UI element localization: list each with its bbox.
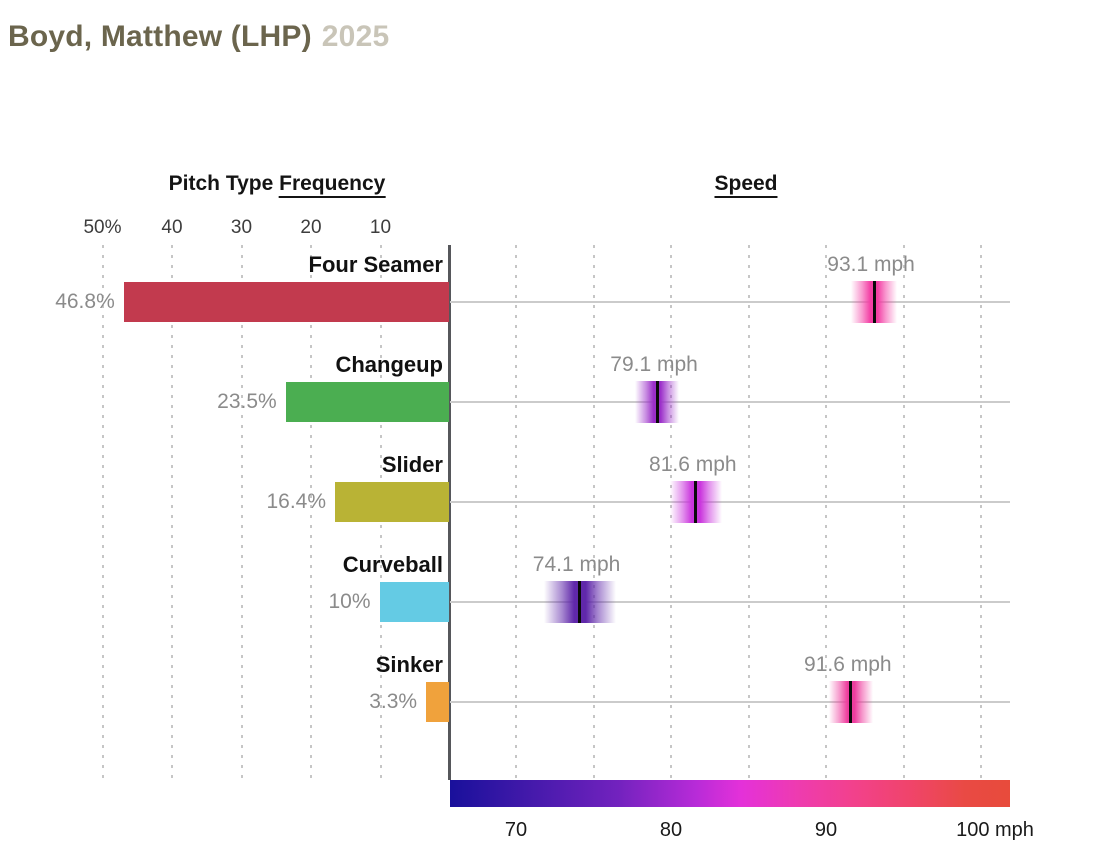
frequency-value-label: 46.8% — [55, 290, 115, 313]
speed-colorbar — [450, 780, 1010, 807]
speed-mean-line — [655, 381, 659, 423]
gridline — [240, 245, 243, 778]
pitch-label: Curveball — [342, 552, 443, 577]
speed-distribution — [828, 681, 873, 723]
frequency-axis-tick: 10 — [369, 217, 392, 238]
speed-mean-line — [872, 281, 876, 323]
frequency-title-plain: Pitch Type — [168, 172, 280, 195]
speed-mean-line — [578, 581, 582, 623]
frequency-axis-tick: 40 — [161, 217, 183, 238]
pitch-label: Sinker — [375, 652, 443, 677]
frequency-value-label: 23.5% — [217, 390, 277, 413]
gridline — [980, 245, 982, 778]
speed-panel-title: Speed — [714, 172, 778, 198]
speed-distribution — [543, 581, 616, 623]
frequency-bar — [285, 382, 449, 422]
speed-value-label: 93.1 mph — [827, 253, 915, 276]
speed-value-label: 81.6 mph — [649, 453, 737, 476]
pitch-label: Four Seamer — [308, 252, 444, 277]
frequency-bar — [379, 582, 449, 622]
frequency-value-label: 3.3% — [369, 690, 418, 713]
row-baseline — [450, 701, 1010, 703]
frequency-axis-tick: 20 — [300, 217, 322, 238]
page-title: Boyd, Matthew (LHP) 2025 — [8, 20, 389, 54]
pitch-row: Curveball 10% 74.1 mph — [0, 552, 1108, 652]
frequency-bar — [123, 282, 449, 322]
gridline — [171, 245, 173, 778]
colorbar-tick: 70 — [504, 819, 528, 841]
frequency-bar — [426, 682, 449, 722]
row-baseline — [450, 401, 1010, 403]
season-label: 2025 — [321, 20, 390, 53]
y-axis-line — [448, 245, 451, 780]
player-name: Boyd, Matthew (LHP) — [8, 20, 312, 53]
frequency-panel-title: Pitch Type Frequency — [168, 172, 386, 198]
pitch-label: Changeup — [335, 352, 443, 377]
gridline — [902, 245, 905, 778]
speed-title-underlined: Speed — [714, 172, 778, 198]
speed-distribution — [669, 481, 722, 523]
row-baseline — [450, 601, 1010, 603]
pitch-row: Changeup 23.5% 79.1 mph — [0, 352, 1108, 452]
speed-value-label: 91.6 mph — [804, 653, 892, 676]
frequency-axis-tick: 50% — [83, 217, 122, 238]
frequency-value-label: 10% — [328, 590, 371, 613]
colorbar-tick: 90 — [814, 819, 838, 841]
pitch-row: Four Seamer 46.8% 93.1 mph — [0, 252, 1108, 352]
gridline — [515, 245, 517, 778]
row-baseline — [450, 301, 1010, 303]
pitch-row: Slider 16.4% 81.6 mph — [0, 452, 1108, 552]
colorbar-tick: 80 — [659, 819, 683, 841]
pitch-label: Slider — [381, 452, 443, 477]
gridline — [310, 245, 312, 778]
speed-mean-line — [694, 481, 698, 523]
gridline — [592, 245, 595, 778]
speed-mean-line — [849, 681, 853, 723]
frequency-axis-tick: 30 — [230, 217, 253, 238]
row-baseline — [450, 501, 1010, 503]
speed-distribution — [635, 381, 680, 423]
frequency-title-underlined: Frequency — [279, 172, 386, 198]
pitch-row: Sinker 3.3% 91.6 mph — [0, 652, 1108, 752]
frequency-bar — [335, 482, 449, 522]
speed-value-label: 79.1 mph — [610, 353, 698, 376]
frequency-value-label: 16.4% — [266, 490, 327, 513]
speed-distribution — [851, 281, 898, 323]
colorbar-tick: 100 mph — [956, 819, 1034, 841]
gridline — [747, 245, 750, 778]
speed-value-label: 74.1 mph — [532, 553, 621, 576]
gridline — [825, 245, 827, 778]
gridline — [101, 245, 104, 778]
